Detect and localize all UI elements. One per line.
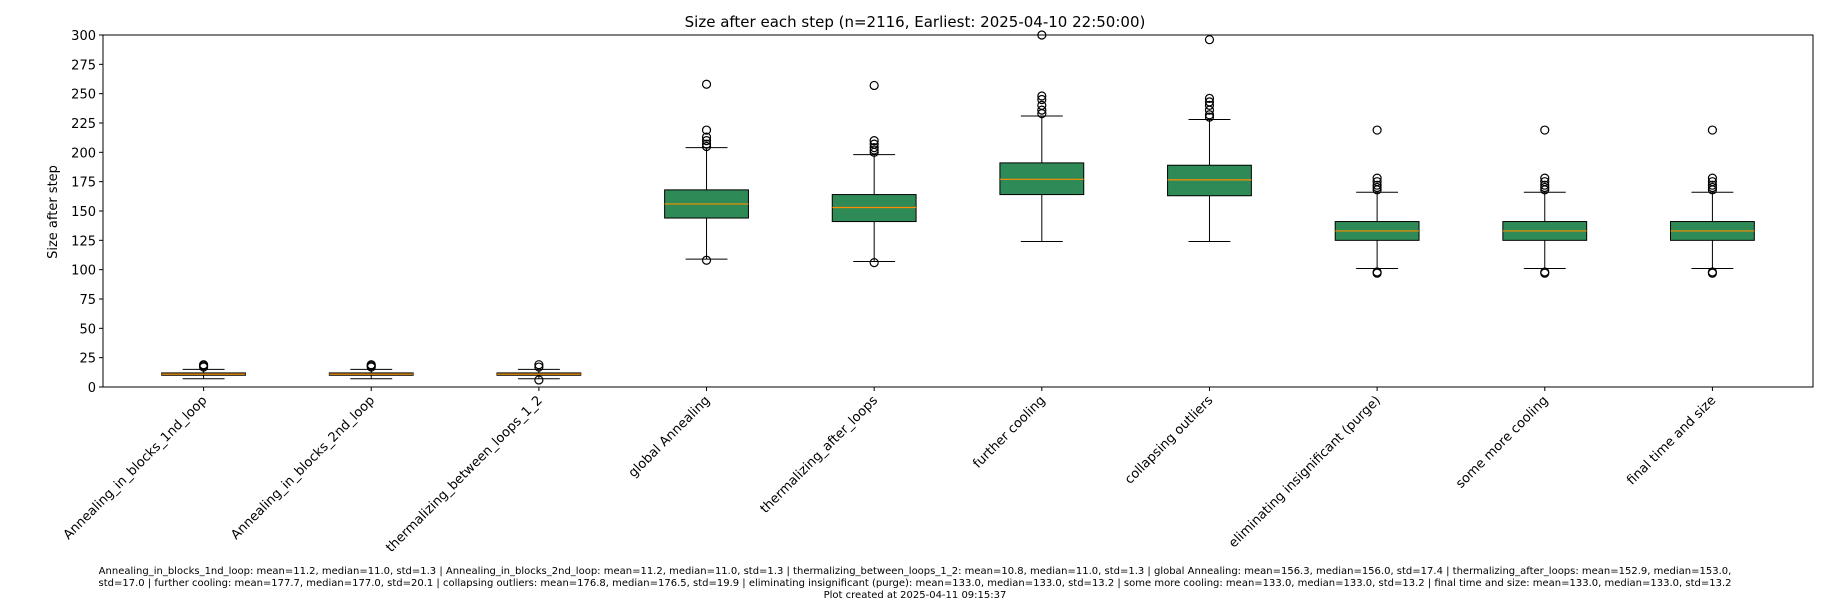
outlier-point bbox=[1037, 100, 1047, 111]
outlier-point bbox=[1540, 267, 1550, 277]
outlier-point bbox=[1540, 182, 1550, 193]
outlier-point bbox=[534, 362, 544, 372]
outlier-point bbox=[1372, 180, 1382, 190]
outlier-point bbox=[869, 139, 879, 149]
outlier-point bbox=[1037, 30, 1047, 40]
outlier-point bbox=[1372, 177, 1382, 187]
outlier-point bbox=[701, 136, 712, 146]
x-tick-label: Annealing_in_blocks_2nd_loop bbox=[228, 393, 378, 543]
outlier-point bbox=[1372, 267, 1382, 277]
outlier-point bbox=[701, 79, 712, 89]
y-tick-label: 200 bbox=[71, 146, 96, 161]
outlier-point bbox=[1707, 125, 1718, 135]
outlier-point bbox=[1707, 180, 1718, 190]
outlier-point bbox=[701, 125, 712, 135]
outlier-point bbox=[1372, 173, 1382, 183]
summary-stats-line-1: Annealing_in_blocks_1nd_loop: mean=11.2,… bbox=[98, 566, 1732, 577]
chart-title: Size after each step (n=2116, Earliest: … bbox=[685, 13, 1146, 31]
outlier-point bbox=[1204, 93, 1215, 103]
outlier-point bbox=[869, 143, 879, 153]
x-tick-label: Annealing_in_blocks_1nd_loop bbox=[61, 393, 211, 543]
axes-frame bbox=[102, 34, 1814, 388]
y-tick-label: 175 bbox=[71, 176, 96, 191]
outlier-point bbox=[1372, 125, 1382, 135]
plot-area: 0 25 50 75 100 125 150 175 200 225 250 275 300 Anneal… bbox=[61, 29, 1814, 556]
outlier-point bbox=[701, 141, 712, 152]
outlier-point bbox=[869, 80, 879, 91]
outlier-point bbox=[869, 136, 879, 146]
y-tick-label: 100 bbox=[71, 264, 96, 279]
y-tick-label: 150 bbox=[71, 205, 96, 220]
outlier-point bbox=[701, 132, 712, 142]
y-axis-label: Size after step bbox=[46, 165, 61, 259]
outlier-point bbox=[701, 255, 712, 265]
outlier-point bbox=[1204, 97, 1215, 107]
outlier-point bbox=[1707, 182, 1718, 193]
outlier-point bbox=[1540, 125, 1550, 135]
outlier-point bbox=[1540, 173, 1550, 183]
y-tick-label: 25 bbox=[79, 352, 96, 367]
x-tick-label: further cooling bbox=[970, 393, 1048, 471]
outlier-point bbox=[1204, 112, 1215, 122]
outlier-point bbox=[1372, 182, 1382, 193]
outlier-point bbox=[869, 145, 879, 155]
y-tick-label: 275 bbox=[71, 58, 96, 73]
summary-stats: Annealing_in_blocks_1nd_loop: mean=11.2,… bbox=[0, 566, 1830, 590]
x-tick-label: thermalizing_between_loops_1_2 bbox=[383, 393, 545, 555]
outlier-point bbox=[1707, 177, 1718, 187]
y-tick-label: 75 bbox=[79, 293, 96, 308]
outlier-point bbox=[366, 360, 376, 370]
x-tick-label: eliminating insignificant (purge) bbox=[1226, 393, 1384, 551]
outlier-point bbox=[1204, 110, 1215, 120]
x-tick-label: global Annealing bbox=[626, 393, 714, 481]
outlier-point bbox=[1037, 94, 1047, 105]
outlier-point bbox=[1540, 180, 1550, 190]
y-tick-label: 125 bbox=[71, 234, 96, 249]
outlier-point bbox=[701, 139, 712, 149]
outlier-point bbox=[1707, 173, 1718, 183]
outlier-point bbox=[1037, 91, 1047, 101]
y-tick-label: 225 bbox=[71, 117, 96, 132]
x-tick-label: collapsing outliers bbox=[1122, 393, 1216, 487]
x-tick-label: thermalizing_after_loops bbox=[758, 393, 882, 517]
y-tick-label: 250 bbox=[71, 88, 96, 103]
outlier-point bbox=[534, 360, 544, 370]
outlier-point bbox=[198, 360, 209, 370]
outlier-point bbox=[1037, 105, 1047, 115]
outlier-point bbox=[1204, 35, 1215, 45]
y-tick-label: 0 bbox=[88, 381, 96, 396]
y-tick-label: 50 bbox=[79, 322, 96, 337]
outlier-point bbox=[1540, 177, 1550, 187]
outlier-point bbox=[1707, 267, 1718, 277]
outlier-point bbox=[534, 375, 544, 385]
outlier-point bbox=[869, 258, 879, 268]
x-tick-label: some more cooling bbox=[1453, 393, 1551, 491]
y-tick-label: 300 bbox=[71, 29, 96, 44]
outlier-point bbox=[1204, 100, 1215, 111]
x-tick-label: final time and size bbox=[1624, 393, 1719, 488]
summary-stats-line-2: std=17.0 | further cooling: mean=177.7, … bbox=[98, 578, 1732, 589]
plot-created-timestamp: Plot created at 2025-04-11 09:15:37 bbox=[823, 590, 1007, 601]
